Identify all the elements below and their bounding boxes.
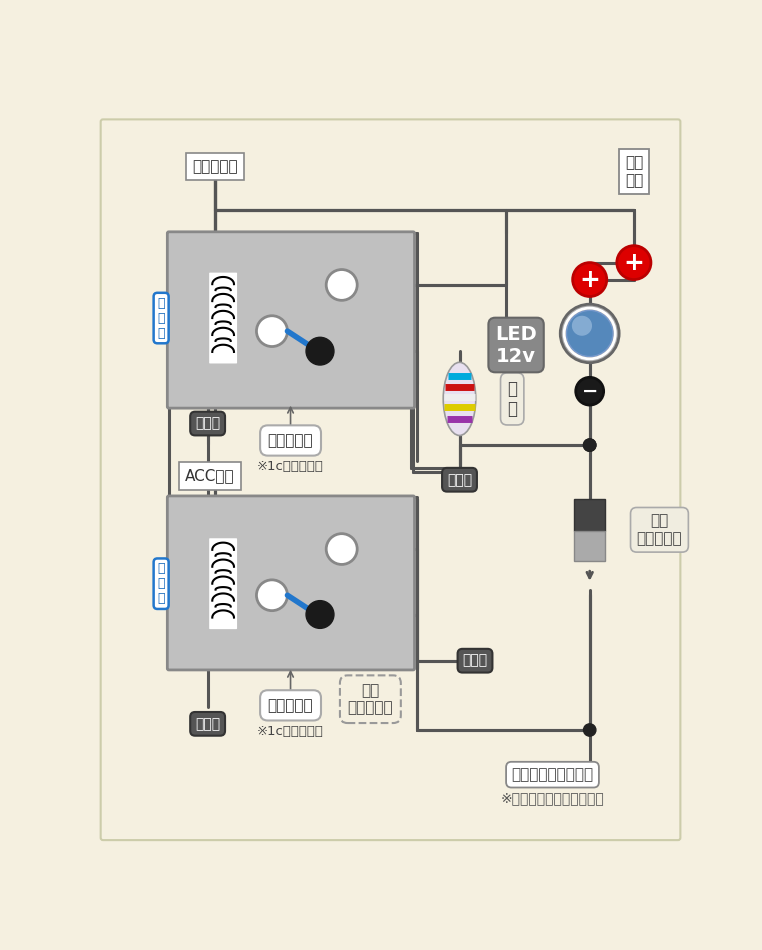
Text: アース: アース — [447, 473, 472, 486]
Circle shape — [560, 304, 620, 363]
FancyBboxPatch shape — [101, 120, 680, 840]
Text: アース: アース — [195, 717, 220, 731]
Text: +: + — [623, 251, 645, 275]
Text: −: − — [581, 382, 598, 401]
Text: アース: アース — [463, 654, 488, 668]
Text: ※1c接点リレー: ※1c接点リレー — [257, 725, 324, 737]
Text: 常時
電源: 常時 電源 — [625, 156, 643, 188]
Circle shape — [584, 439, 596, 451]
Text: コ
イ
ル: コ イ ル — [158, 296, 165, 339]
Text: コ
イ
ル: コ イ ル — [158, 562, 165, 605]
Text: ５極リレー: ５極リレー — [267, 433, 313, 448]
Text: アース: アース — [195, 416, 220, 430]
Text: 整流
ダイオード: 整流 ダイオード — [636, 514, 682, 546]
Text: イルミ電源: イルミ電源 — [193, 159, 239, 174]
Circle shape — [326, 534, 357, 564]
Circle shape — [573, 262, 607, 296]
Ellipse shape — [443, 362, 475, 435]
Text: ACC電源: ACC電源 — [185, 468, 235, 484]
Circle shape — [306, 600, 334, 628]
Circle shape — [306, 337, 334, 365]
Text: ※1c接点リレー: ※1c接点リレー — [257, 461, 324, 473]
Text: ※マイナスコントロール線: ※マイナスコントロール線 — [501, 790, 604, 805]
Circle shape — [572, 315, 592, 335]
Text: ルームランプ連動線: ルームランプ連動線 — [511, 768, 594, 782]
Circle shape — [257, 580, 287, 611]
Circle shape — [616, 246, 651, 279]
Text: +: + — [579, 268, 600, 292]
Circle shape — [584, 439, 596, 451]
Bar — [575, 531, 605, 560]
Circle shape — [576, 377, 604, 405]
Text: 何も
つながない: 何も つながない — [347, 683, 393, 715]
Bar — [575, 499, 605, 531]
Text: LED
12v: LED 12v — [495, 325, 537, 366]
Circle shape — [584, 724, 596, 736]
FancyBboxPatch shape — [168, 496, 415, 670]
Circle shape — [326, 270, 357, 300]
FancyBboxPatch shape — [210, 539, 237, 629]
FancyBboxPatch shape — [168, 232, 415, 408]
Circle shape — [257, 315, 287, 347]
Text: ５極リレー: ５極リレー — [267, 698, 313, 712]
FancyBboxPatch shape — [210, 273, 237, 364]
Circle shape — [566, 311, 613, 356]
Text: 抵
抗: 抵 抗 — [507, 379, 517, 418]
